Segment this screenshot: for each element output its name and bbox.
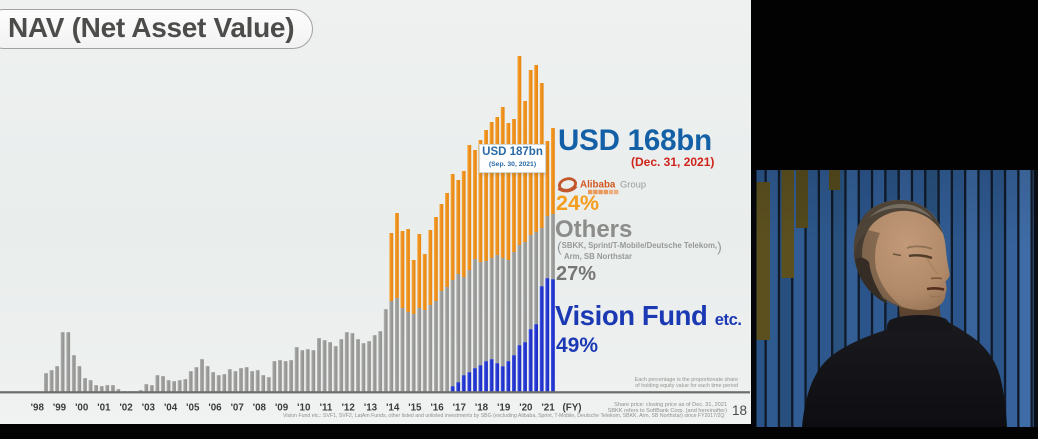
svg-text:'19: '19 <box>497 403 511 414</box>
svg-text:'08: '08 <box>253 403 267 414</box>
svg-text:'14: '14 <box>386 403 400 414</box>
svg-text:'00: '00 <box>75 403 89 414</box>
svg-text:'02: '02 <box>119 403 133 414</box>
svg-text:'99: '99 <box>53 403 67 414</box>
svg-text:'10: '10 <box>297 403 311 414</box>
svg-text:'12: '12 <box>342 403 356 414</box>
svg-text:'05: '05 <box>186 403 200 414</box>
svg-text:Alibaba: Alibaba <box>580 180 616 191</box>
svg-text:(FY): (FY) <box>562 403 581 414</box>
svg-text:'01: '01 <box>97 403 111 414</box>
svg-text:'03: '03 <box>142 403 156 414</box>
svg-text:'04: '04 <box>164 403 178 414</box>
svg-text:'20: '20 <box>519 403 533 414</box>
svg-text:'13: '13 <box>364 403 378 414</box>
svg-text:'06: '06 <box>208 403 222 414</box>
svg-text:Group: Group <box>620 179 646 190</box>
svg-text:'17: '17 <box>453 403 467 414</box>
svg-text:'11: '11 <box>320 403 333 414</box>
svg-text:'15: '15 <box>408 403 422 414</box>
svg-text:'07: '07 <box>231 403 245 414</box>
svg-text:'16: '16 <box>430 403 444 414</box>
svg-text:'21: '21 <box>541 403 555 414</box>
svg-text:'09: '09 <box>275 403 289 414</box>
svg-text:'18: '18 <box>475 403 489 414</box>
svg-text:'98: '98 <box>31 403 45 414</box>
